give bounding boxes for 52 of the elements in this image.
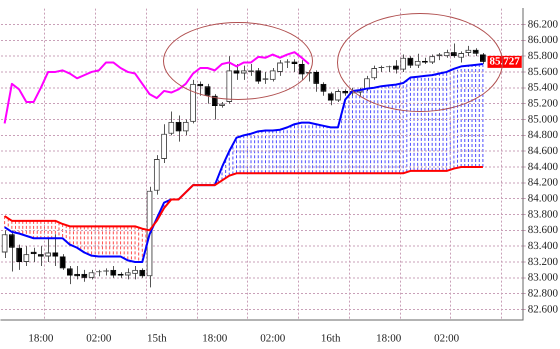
- y-tick-label: 84.400: [528, 160, 558, 173]
- candlestick: [393, 60, 399, 74]
- candlestick: [66, 265, 73, 285]
- y-tick-label: 83.000: [528, 272, 558, 284]
- x-tick-label: 16th: [320, 332, 341, 344]
- y-tick-label: 84.200: [528, 176, 558, 189]
- candlestick: [132, 265, 138, 280]
- candlestick: [81, 269, 88, 282]
- candlestick: [60, 254, 66, 270]
- y-tick-label: 86.000: [528, 34, 558, 46]
- y-tick-label: 83.200: [528, 256, 558, 268]
- candlestick: [400, 54, 406, 72]
- y-tick-label: 82.600: [528, 303, 558, 316]
- y-tick-label: 86.200: [528, 18, 558, 30]
- candlestick: [204, 83, 210, 104]
- candlestick: [320, 82, 326, 96]
- candlestick: [161, 124, 167, 164]
- y-tick-label: 85.200: [528, 98, 558, 110]
- candlestick: [30, 247, 37, 262]
- y-tick-label: 82.800: [528, 288, 558, 300]
- y-tick-label: 83.800: [528, 208, 558, 220]
- x-tick-label: 18:00: [28, 332, 54, 344]
- candlestick: [110, 265, 116, 278]
- candlestick: [38, 246, 44, 266]
- y-tick-label: 85.600: [528, 66, 558, 78]
- x-tick-label: 18:00: [202, 332, 228, 344]
- candlestick: [408, 56, 414, 68]
- y-tick-label: 83.400: [528, 240, 558, 252]
- y-tick-label: 85.800: [528, 50, 558, 62]
- y-tick-label: 85.000: [528, 113, 558, 126]
- y-tick-label: 84.600: [528, 145, 558, 158]
- x-tick-label: 15th: [147, 332, 168, 344]
- x-tick-label: 18:00: [376, 332, 402, 344]
- annotation: 85.727: [490, 56, 520, 68]
- x-tick-label: 02:00: [86, 332, 112, 344]
- candlestick: [371, 65, 378, 80]
- candlestick: [313, 70, 320, 92]
- candlestick: [255, 67, 262, 84]
- y-tick-label: 85.400: [528, 82, 558, 94]
- candlestick: [88, 269, 94, 280]
- candlestick: [176, 115, 182, 142]
- candlestick: [298, 60, 305, 80]
- candlestick: [451, 42, 457, 58]
- x-tick-label: 02:00: [434, 332, 460, 344]
- y-tick-label: 84.000: [528, 192, 558, 205]
- candlestick: [16, 244, 22, 270]
- candlestick: [328, 91, 334, 106]
- x-tick-label: 02:00: [260, 332, 286, 344]
- y-tick-label: 84.800: [528, 129, 558, 142]
- y-tick-label: 83.600: [528, 224, 558, 236]
- candlestick: [292, 58, 298, 72]
- candlestick: [480, 52, 486, 65]
